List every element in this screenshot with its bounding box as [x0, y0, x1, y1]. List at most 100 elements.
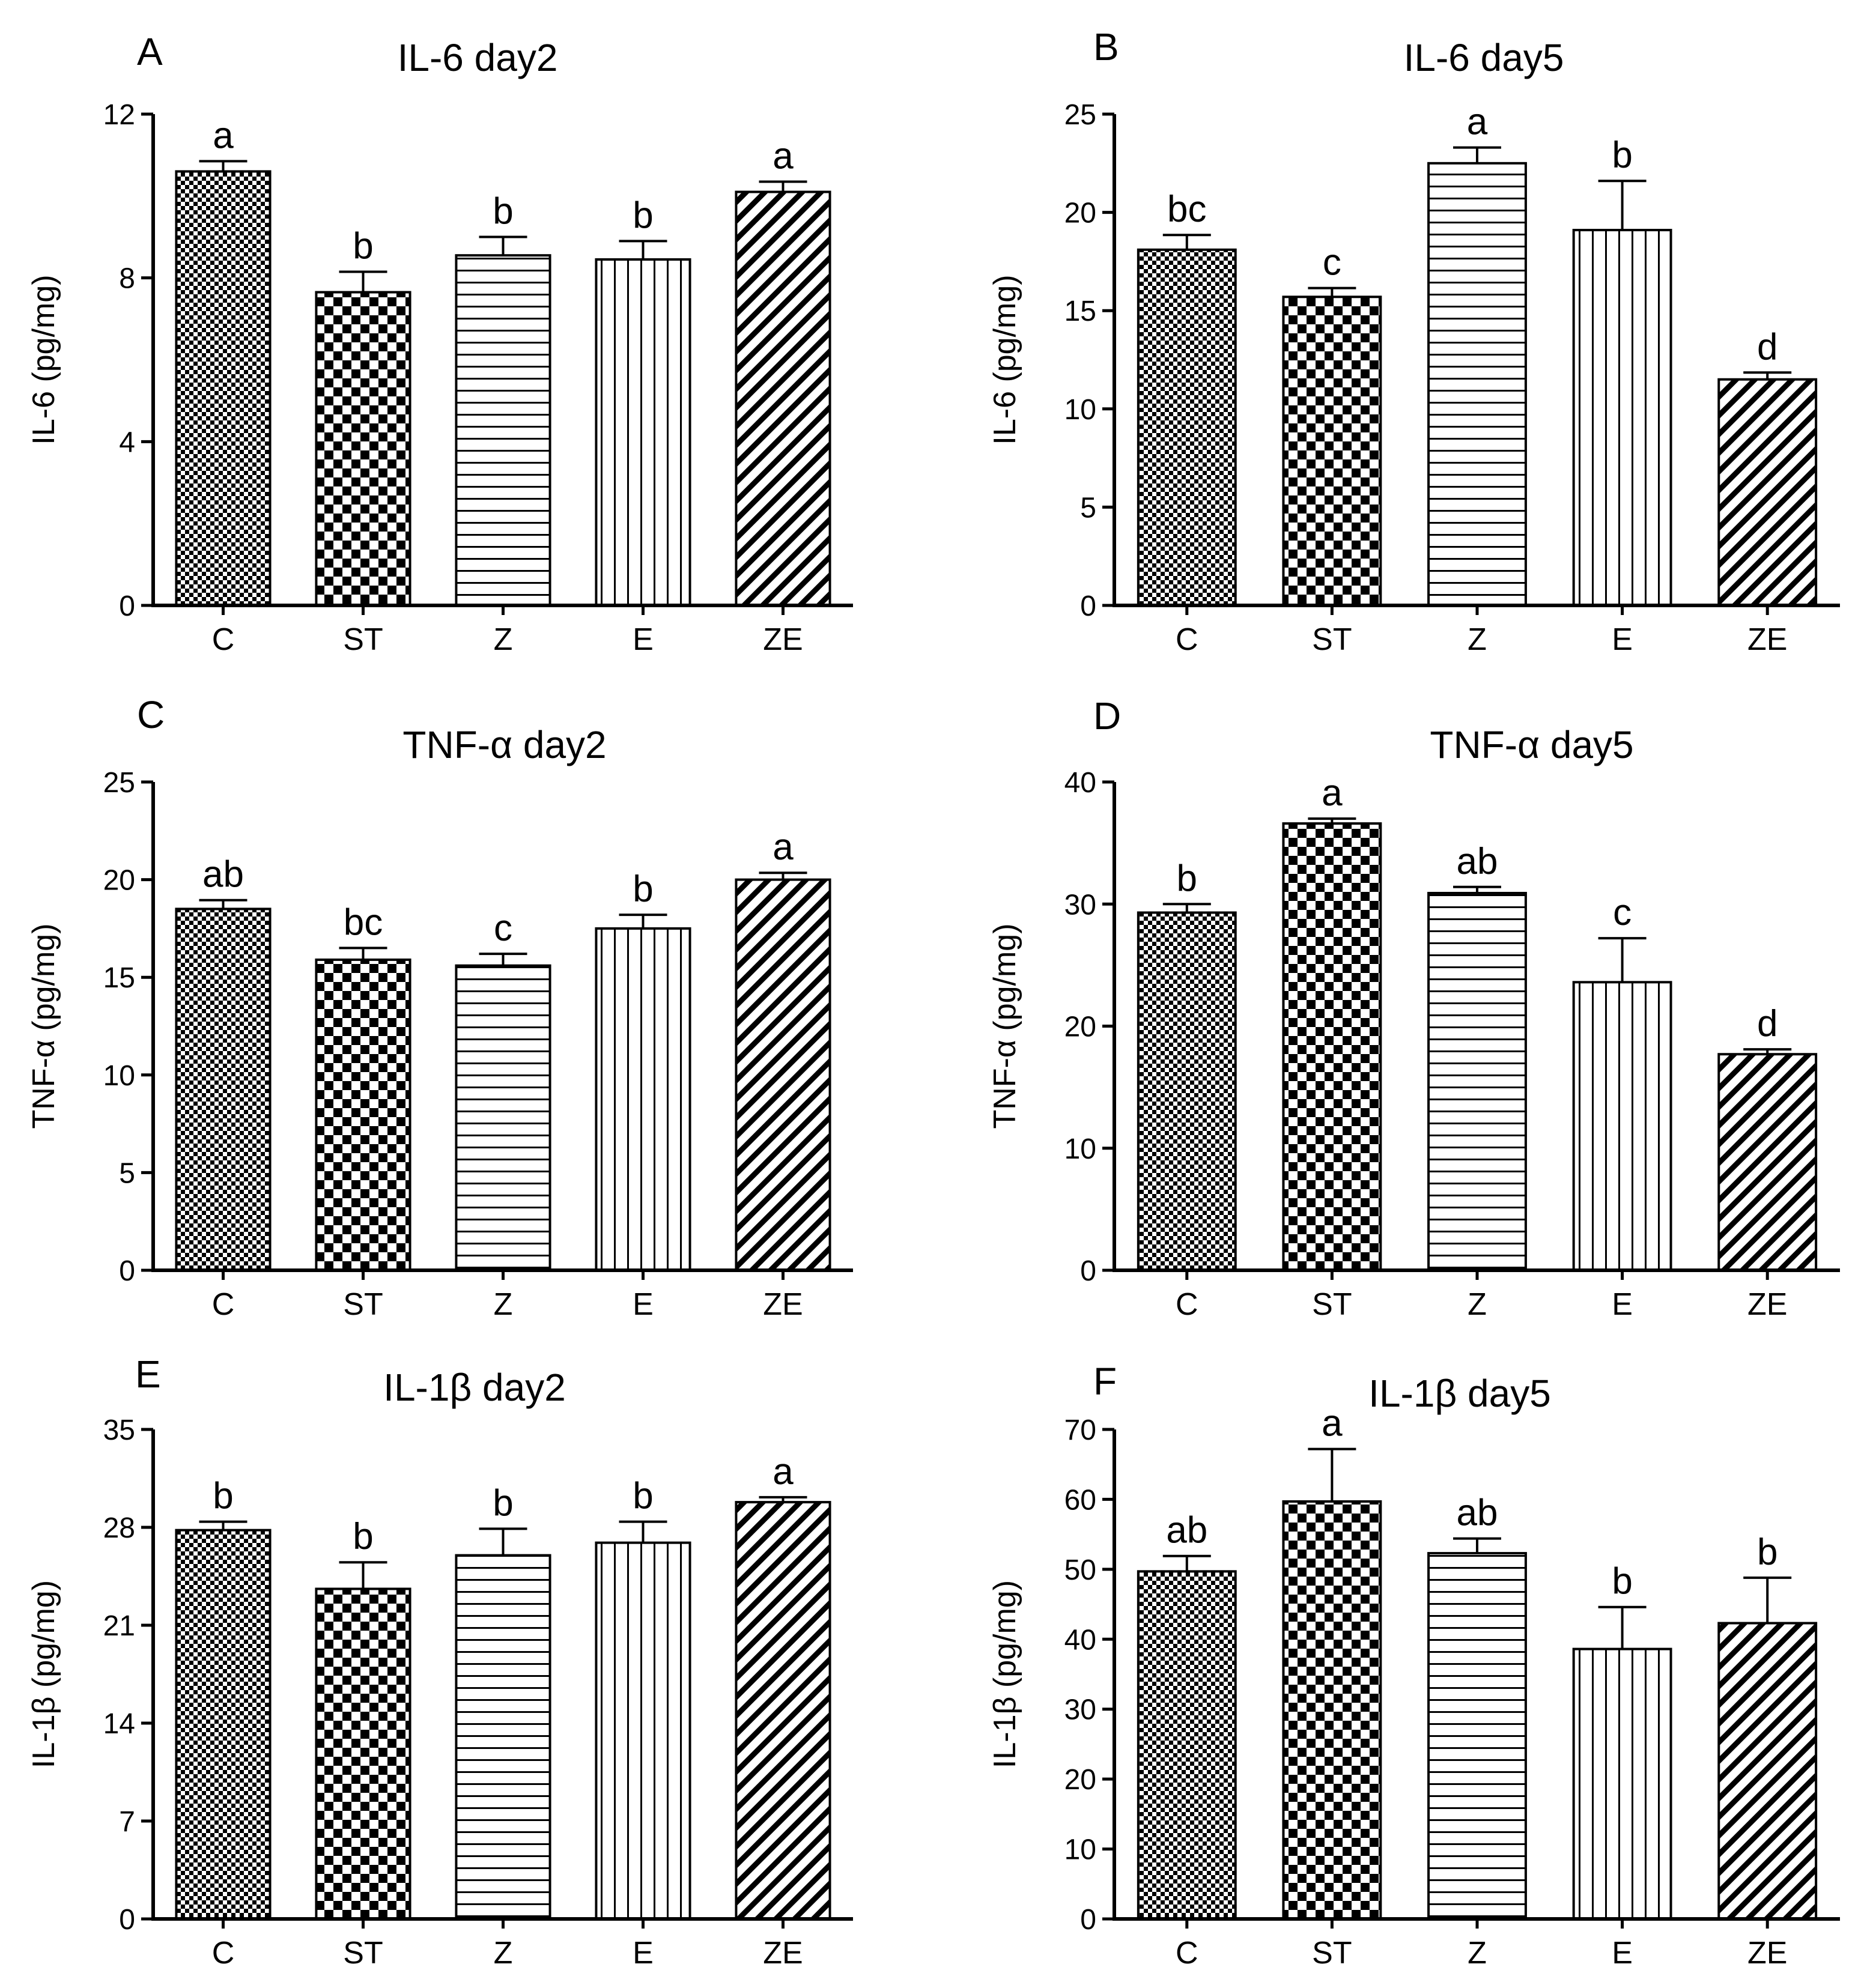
panel-f-y-tick-label: 10: [1064, 1834, 1096, 1866]
panel-b-y-tick-label: 0: [1080, 590, 1096, 622]
panel-b-x-label-c: C: [1176, 622, 1198, 657]
panel-e-y-tick-label: 28: [103, 1512, 135, 1544]
panel-d-bar-z: [1427, 891, 1527, 1271]
panel-f-y-tick-label: 60: [1064, 1484, 1096, 1516]
panel-b-x-label-z: Z: [1468, 622, 1487, 657]
panel-c-sig-st: bc: [344, 902, 383, 943]
panel-b-sig-st: c: [1323, 242, 1341, 283]
panel-a-x-label-ze: ZE: [763, 622, 803, 657]
panel-c-label: C: [137, 693, 165, 736]
panel-e-sig-ze: a: [773, 1451, 794, 1493]
panel-d-y-tick-label: 10: [1064, 1133, 1096, 1165]
panel-b-bar-z: [1427, 162, 1527, 607]
panel-a-bar-e: [595, 258, 691, 607]
panel-c-bar-st: [315, 958, 411, 1271]
panel-b-bar-st: [1282, 295, 1382, 607]
panel-f-bar-ze: [1717, 1622, 1818, 1920]
panel-a-title: IL-6 day2: [398, 36, 558, 79]
panel-d-bar-ze: [1717, 1053, 1818, 1272]
panel-a-x-label-st: ST: [343, 622, 383, 657]
panel-e-x-label-e: E: [633, 1936, 654, 1971]
panel-b-bar-c: [1137, 248, 1237, 607]
panel-f-x-label-ze: ZE: [1747, 1936, 1787, 1971]
panel-a-label: A: [137, 30, 163, 73]
panel-c-sig-e: b: [633, 868, 653, 910]
panel-f-sig-ze: b: [1757, 1532, 1777, 1573]
panel-f-y-tick-label: 40: [1064, 1624, 1096, 1656]
panel-b-sig-z: a: [1467, 102, 1488, 143]
panel-b-y-tick-label: 15: [1064, 295, 1096, 327]
panel-f-x-label-z: Z: [1468, 1936, 1487, 1971]
panel-a-sig-ze: a: [773, 135, 794, 177]
panel-e-bar-z: [455, 1554, 551, 1921]
panel-e-y-tick-label: 7: [119, 1806, 135, 1838]
panel-e-y-tick-label: 35: [103, 1414, 135, 1446]
panel-b-sig-e: b: [1612, 135, 1632, 176]
panel-c-y-axis-label: TNF-α (pg/mg): [26, 923, 61, 1129]
panel-a-bar-ze: [735, 190, 831, 607]
panel-b-x-label-ze: ZE: [1747, 622, 1787, 657]
panel-e-sig-e: b: [633, 1476, 653, 1517]
panel-c-y-tick-label: 20: [103, 865, 135, 897]
panel-e-x-label-c: C: [212, 1936, 235, 1971]
panel-c-sig-z: c: [494, 908, 512, 949]
panel-c-x-label-st: ST: [343, 1287, 383, 1322]
panel-c-y-tick-label: 25: [103, 767, 135, 799]
panel-f-x-label-c: C: [1176, 1936, 1198, 1971]
panel-c-y-tick-label: 10: [103, 1060, 135, 1092]
panel-a-y-tick-label: 8: [119, 263, 135, 295]
panel-a-y-tick-label: 0: [119, 590, 135, 622]
panel-a-sig-e: b: [633, 195, 653, 236]
panel-d-y-tick-label: 40: [1064, 767, 1096, 799]
panel-f-sig-st: a: [1322, 1403, 1343, 1444]
panel-f-y-tick-label: 20: [1064, 1764, 1096, 1796]
panel-c-x-label-z: Z: [494, 1287, 513, 1322]
panel-e-label: E: [135, 1353, 161, 1396]
panel-b-y-tick-label: 25: [1064, 99, 1096, 131]
panel-c-sig-ze: a: [773, 826, 794, 868]
panel-c-bar-z: [455, 964, 551, 1271]
panel-d-sig-st: a: [1322, 772, 1343, 814]
panel-e-sig-st: b: [353, 1516, 373, 1557]
panel-e-bar-e: [595, 1541, 691, 1920]
panel-c-x-label-ze: ZE: [763, 1287, 803, 1322]
panel-b-x-label-e: E: [1612, 622, 1633, 657]
panel-e-bar-c: [175, 1529, 272, 1921]
panel-b-label: B: [1093, 25, 1119, 68]
panel-f-sig-z: ab: [1457, 1493, 1498, 1534]
panel-d-label: D: [1093, 694, 1121, 738]
panel-a-x-label-e: E: [633, 622, 654, 657]
panel-f-bar-st: [1282, 1500, 1382, 1920]
panel-b-bar-e: [1572, 229, 1672, 607]
panel-e-y-tick-label: 14: [103, 1708, 135, 1740]
panel-b-y-tick-label: 10: [1064, 394, 1096, 426]
panel-e-y-tick-label: 21: [103, 1610, 135, 1642]
panel-d-x-label-z: Z: [1468, 1287, 1487, 1322]
panel-b-title: IL-6 day5: [1404, 36, 1564, 79]
panel-f-bar-c: [1137, 1570, 1237, 1921]
panel-e-x-label-ze: ZE: [763, 1936, 803, 1971]
panel-f-y-tick-label: 70: [1064, 1414, 1096, 1446]
panel-b-y-tick-label: 20: [1064, 198, 1096, 229]
panel-a-y-tick-label: 12: [103, 99, 135, 131]
panel-d-x-label-ze: ZE: [1747, 1287, 1787, 1322]
panel-c-x-label-c: C: [212, 1287, 235, 1322]
panel-b-y-tick-label: 5: [1080, 492, 1096, 524]
panel-a-bar-c: [175, 170, 272, 607]
panel-d-x-label-e: E: [1612, 1287, 1633, 1322]
panel-c-y-tick-label: 0: [119, 1255, 135, 1287]
panel-d-x-label-st: ST: [1312, 1287, 1352, 1322]
panel-f-sig-c: ab: [1166, 1510, 1207, 1551]
panel-b-sig-ze: d: [1757, 326, 1777, 368]
panel-e-bar-ze: [735, 1501, 831, 1920]
panel-c-title: TNF-α day2: [402, 723, 606, 766]
panel-e-x-label-z: Z: [494, 1936, 513, 1971]
panel-f-bar-z: [1427, 1552, 1527, 1921]
panel-a-bar-st: [315, 291, 411, 607]
panel-a-x-label-c: C: [212, 622, 235, 657]
panel-a-x-label-z: Z: [494, 622, 513, 657]
panel-a-bar-z: [455, 254, 551, 607]
panel-a-sig-st: b: [353, 225, 373, 267]
panel-c-y-tick-label: 15: [103, 962, 135, 994]
